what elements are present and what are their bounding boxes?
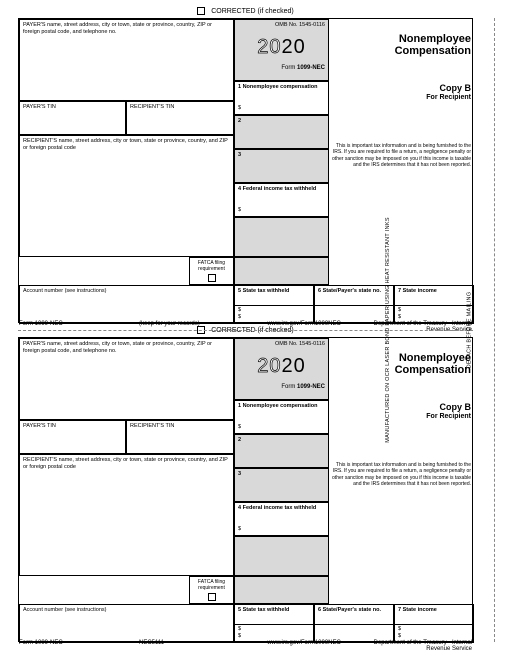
dollar-sign: $ bbox=[238, 105, 241, 112]
year-block: OMB No. 1545-0116 2020 Form 1099-NEC bbox=[234, 338, 329, 400]
tax-year: 2020 bbox=[238, 35, 325, 59]
box-6: 6 State/Payer's state no. bbox=[314, 604, 394, 643]
detach-strip: DETACH BEFORE MAILING MANUFACTURED ON OC… bbox=[494, 18, 504, 642]
box-5: 5 State tax withheld $ $ bbox=[234, 285, 314, 324]
box-1: 1 Nonemployee compensation $ bbox=[234, 81, 329, 115]
perforation-divider bbox=[18, 330, 473, 331]
dollar-sign: $ bbox=[238, 307, 241, 314]
title-line2: Compensation bbox=[332, 45, 471, 57]
dollar-sign: $ bbox=[238, 207, 241, 214]
account-number: Account number (see instructions) bbox=[19, 285, 234, 324]
omb-label: OMB No. 1545-0116 bbox=[238, 22, 325, 29]
box7-label: 7 State income bbox=[398, 288, 437, 294]
copy-designation: Copy B For Recipient bbox=[329, 81, 474, 115]
for-recipient-label: For Recipient bbox=[332, 94, 471, 102]
year-block: OMB No. 1545-0116 2020 Form 1099-NEC bbox=[234, 19, 329, 81]
box-3: 3 bbox=[234, 468, 329, 502]
fatca-block: FATCA filing requirement bbox=[189, 257, 234, 285]
shaded-block bbox=[234, 536, 329, 576]
box-4: 4 Federal income tax withheld $ bbox=[234, 502, 329, 536]
recipients-tin: RECIPIENT'S TIN bbox=[126, 101, 234, 135]
recipient-label: RECIPIENT'S name, street address, city o… bbox=[23, 138, 228, 151]
notice-block: This is important tax information and is… bbox=[329, 115, 474, 285]
shaded-block bbox=[234, 217, 329, 257]
box1-label: 1 Nonemployee compensation bbox=[238, 84, 317, 90]
footer-dept: Department of the Treasury - Internal Re… bbox=[369, 640, 472, 652]
recipient-block: RECIPIENT'S name, street address, city o… bbox=[19, 454, 234, 576]
footer-form: Form 1099-NEC bbox=[19, 640, 139, 652]
footer-row: Form 1099-NEC NEC5111 www.irs.gov/Form10… bbox=[19, 640, 472, 652]
recipients-tin: RECIPIENT'S TIN bbox=[126, 420, 234, 454]
box-7: 7 State income $ $ bbox=[394, 285, 474, 324]
box-2: 2 bbox=[234, 434, 329, 468]
account-label: Account number (see instructions) bbox=[23, 288, 106, 294]
box4-label: 4 Federal income tax withheld bbox=[238, 186, 316, 192]
payers-tin: PAYER'S TIN bbox=[19, 420, 126, 454]
dollar-sign: $ bbox=[238, 314, 241, 321]
copy-designation: Copy B For Recipient bbox=[329, 400, 474, 434]
box2-label: 2 bbox=[238, 118, 241, 124]
fatca-block: FATCA filing requirement bbox=[189, 576, 234, 604]
tax-year: 2020 bbox=[238, 354, 325, 378]
dollar-sign: $ bbox=[398, 307, 401, 314]
account-number: Account number (see instructions) bbox=[19, 604, 234, 643]
shaded-block-2 bbox=[234, 576, 329, 604]
box-3: 3 bbox=[234, 149, 329, 183]
form-title: Nonemployee Compensation bbox=[329, 338, 474, 400]
payers-tin: PAYER'S TIN bbox=[19, 101, 126, 135]
box5-label: 5 State tax withheld bbox=[238, 288, 289, 294]
box6-label: 6 State/Payer's state no. bbox=[318, 288, 381, 294]
box-4: 4 Federal income tax withheld $ bbox=[234, 183, 329, 217]
sidebar-text-1: DETACH BEFORE MAILING bbox=[467, 292, 473, 369]
year-suffix: 20 bbox=[282, 36, 306, 58]
payer-block: PAYER'S name, street address, city or to… bbox=[19, 338, 234, 420]
dollar-sign: $ bbox=[398, 314, 401, 321]
fatca-checkbox[interactable] bbox=[208, 274, 216, 282]
notice-block: This is important tax information and is… bbox=[329, 434, 474, 604]
footer-url: www.irs.gov/Form1099NEC bbox=[239, 640, 369, 652]
year-prefix: 20 bbox=[257, 36, 281, 58]
payers-tin-label: PAYER'S TIN bbox=[23, 104, 56, 110]
title-line1: Nonemployee bbox=[332, 33, 471, 45]
fatca-checkbox[interactable] bbox=[208, 593, 216, 601]
box-5: 5 State tax withheld $ $ bbox=[234, 604, 314, 643]
form-title: Nonemployee Compensation bbox=[329, 19, 474, 81]
box-7: 7 State income $ $ bbox=[394, 604, 474, 643]
form-1099-nec-copy-2: CORRECTED (if checked) PAYER'S name, str… bbox=[18, 337, 473, 642]
shaded-block-2 bbox=[234, 257, 329, 285]
notice-text: This is important tax information and is… bbox=[332, 143, 471, 168]
box3-label: 3 bbox=[238, 152, 241, 158]
fatca-label: FATCA filing requirement bbox=[193, 260, 230, 272]
form-1099-nec-copy-1: CORRECTED (if checked) PAYER'S name, str… bbox=[18, 18, 473, 323]
corrected-checkbox[interactable] bbox=[197, 7, 205, 15]
corrected-label: CORRECTED (if checked) bbox=[211, 8, 293, 15]
box-6: 6 State/Payer's state no. bbox=[314, 285, 394, 324]
box-1: 1 Nonemployee compensation $ bbox=[234, 400, 329, 434]
recipients-tin-label: RECIPIENT'S TIN bbox=[130, 104, 174, 110]
copy-b-label: Copy B bbox=[332, 83, 471, 94]
sidebar-text-2: MANUFACTURED ON OCR LASER BOND PAPER USI… bbox=[385, 217, 391, 443]
payer-label: PAYER'S name, street address, city or to… bbox=[23, 22, 212, 35]
payer-block: PAYER'S name, street address, city or to… bbox=[19, 19, 234, 101]
recipient-block: RECIPIENT'S name, street address, city o… bbox=[19, 135, 234, 257]
form-number: Form 1099-NEC bbox=[238, 65, 325, 72]
box-2: 2 bbox=[234, 115, 329, 149]
corrected-row: CORRECTED (if checked) bbox=[19, 7, 472, 15]
footer-code: NEC5111 bbox=[139, 640, 239, 652]
